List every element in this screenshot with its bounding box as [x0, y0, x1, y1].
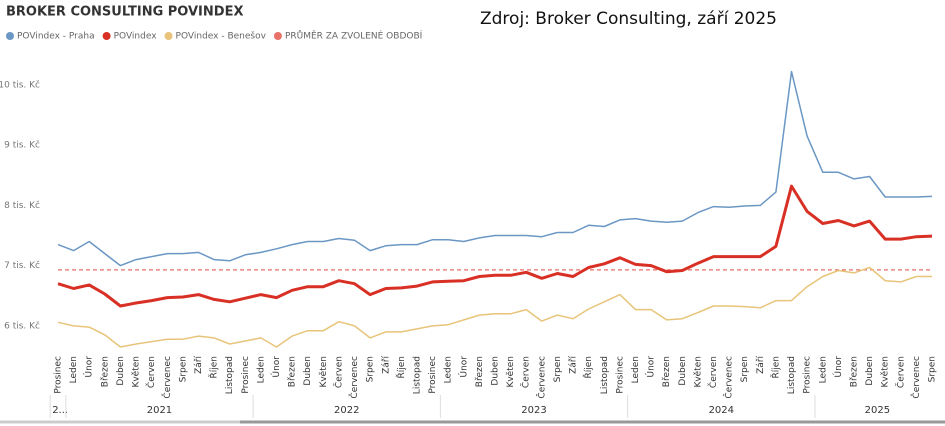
x-tick-label: Červenec: [161, 356, 173, 399]
x-tick-label: Červen: [145, 356, 157, 388]
x-tick-label: Září: [194, 356, 204, 374]
year-label: 2021: [147, 405, 172, 416]
x-tick-label: Květen: [506, 356, 516, 388]
x-tick-label: Březen: [475, 356, 485, 387]
x-tick-label: Prosinec: [615, 356, 625, 394]
x-tick-label: Srpen: [178, 356, 188, 382]
x-tick-label: Leden: [631, 356, 641, 383]
x-tick-label: Srpen: [740, 356, 750, 382]
y-tick-label: 9 tis. Kč: [4, 140, 40, 151]
x-tick-label: Říjen: [770, 356, 781, 379]
legend-label: POVindex - Praha: [17, 32, 95, 42]
x-tick-label: Únor: [645, 356, 657, 378]
x-tick-label: Duben: [116, 356, 126, 386]
legend-marker: [164, 32, 173, 40]
x-tick-label: Listopad: [225, 356, 235, 394]
x-tick-label: Červenec: [348, 356, 360, 399]
x-tick-label: Červenec: [910, 356, 922, 399]
year-label: 2022: [334, 405, 359, 416]
series-line: [57, 266, 932, 348]
y-tick-label: 6 tis. Kč: [4, 320, 40, 331]
x-tick-label: Březen: [849, 356, 859, 387]
x-tick-label: Listopad: [412, 356, 422, 394]
x-tick-label: Leden: [256, 356, 266, 383]
x-tick-label: Květen: [881, 356, 891, 388]
x-tick-label: Srpen: [553, 356, 563, 382]
legend-marker: [6, 32, 14, 40]
chart-title: BROKER CONSULTING POVINDEX: [6, 5, 243, 20]
x-tick-label: Duben: [303, 356, 313, 386]
x-tick-label: Březen: [288, 356, 298, 387]
x-tick-label: Červen: [332, 356, 344, 388]
x-tick-label: Září: [756, 356, 766, 374]
x-tick-label: Březen: [100, 356, 110, 387]
x-tick-label: Říjen: [583, 356, 594, 379]
x-tick-label: Leden: [69, 356, 79, 383]
series-line: [57, 70, 933, 267]
x-tick-label: Listopad: [600, 356, 610, 394]
legend-label: PRŮMĚR ZA ZVOLENÉ OBDOBÍ: [285, 30, 423, 42]
x-tick-label: Únor: [270, 356, 282, 378]
series-line: [57, 184, 933, 308]
x-tick-label: Únor: [832, 356, 844, 378]
x-tick-label: Prosinec: [241, 356, 251, 394]
year-label: 2023: [521, 405, 546, 416]
x-tick-label: Říjen: [209, 356, 220, 379]
x-tick-label: Červenec: [723, 356, 735, 399]
x-tick-label: Únor: [83, 356, 95, 378]
x-tick-label: Prosinec: [803, 356, 813, 394]
x-tick-label: Leden: [818, 356, 828, 383]
x-tick-label: Duben: [678, 356, 688, 386]
year-label: 2025: [865, 405, 890, 416]
x-tick-label: Listopad: [787, 356, 797, 394]
x-tick-label: Srpen: [928, 356, 938, 382]
y-tick-label: 10 tis. Kč: [0, 79, 40, 90]
source-note: Zdroj: Broker Consulting, září 2025: [480, 9, 777, 29]
x-tick-label: Září: [381, 356, 391, 374]
x-tick-label: Září: [569, 356, 579, 374]
y-tick-label: 7 tis. Kč: [4, 260, 40, 271]
x-tick-label: Únor: [457, 356, 469, 378]
x-tick-label: Říjen: [396, 356, 407, 379]
x-tick-label: Prosinec: [54, 356, 64, 394]
x-tick-label: Červen: [707, 356, 719, 388]
x-tick-label: Leden: [444, 356, 454, 383]
legend-marker: [102, 32, 111, 40]
year-label: 2...: [52, 405, 68, 416]
y-tick-label: 8 tis. Kč: [4, 200, 40, 211]
x-tick-label: Červen: [894, 356, 906, 388]
x-tick-label: Duben: [865, 356, 875, 386]
x-tick-label: Květen: [319, 356, 329, 388]
legend-label: POVindex: [114, 32, 158, 42]
year-label: 2024: [709, 405, 734, 416]
x-tick-label: Květen: [693, 356, 703, 388]
x-tick-label: Prosinec: [428, 356, 438, 394]
x-tick-label: Červenec: [535, 356, 547, 399]
legend-label: POVindex - Benešov: [176, 31, 267, 42]
x-tick-label: Srpen: [366, 356, 376, 382]
x-tick-label: Květen: [132, 356, 142, 388]
x-tick-label: Březen: [662, 356, 672, 387]
x-tick-label: Červen: [520, 356, 532, 388]
x-tick-label: Duben: [491, 356, 501, 386]
legend-marker: [273, 32, 282, 40]
